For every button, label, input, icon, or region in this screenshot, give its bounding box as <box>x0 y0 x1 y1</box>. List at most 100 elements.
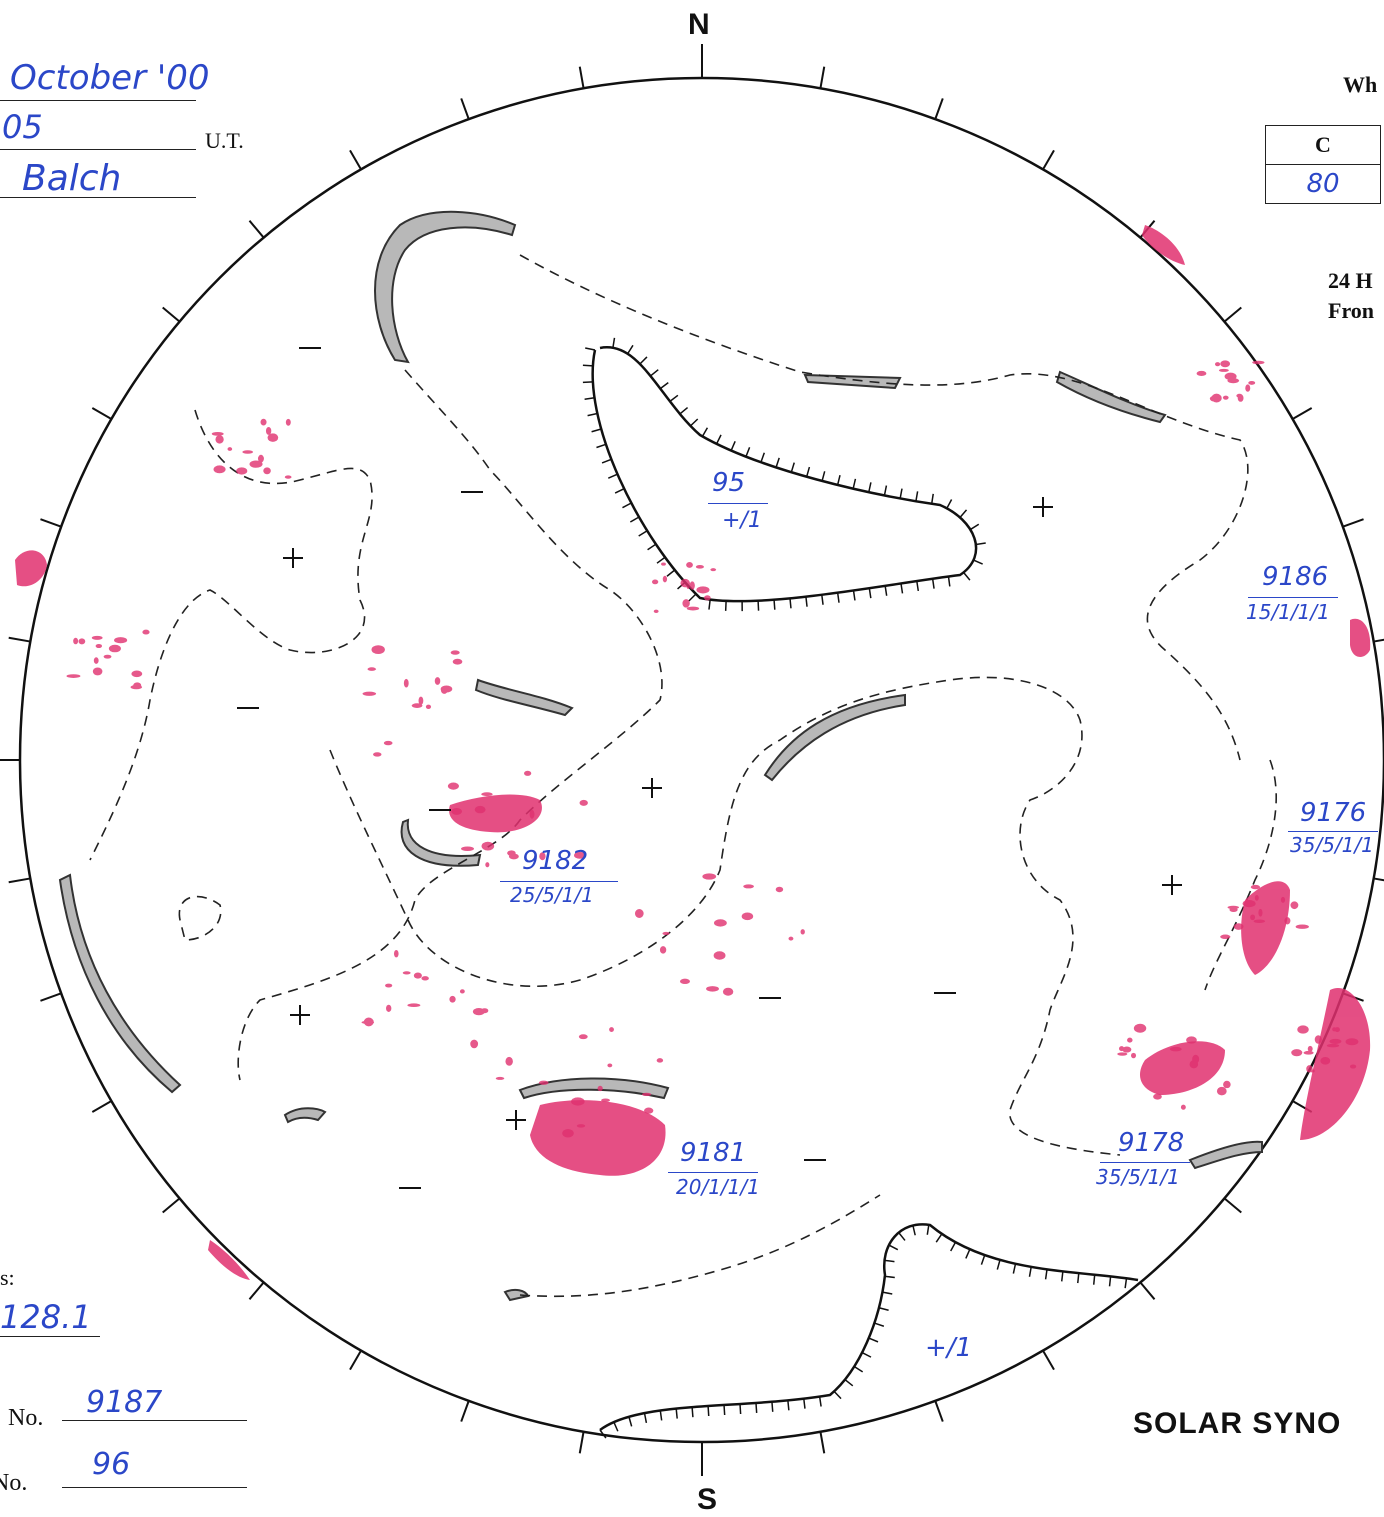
plage-speck <box>580 800 588 806</box>
plage-speck <box>481 1008 488 1013</box>
plage-speck <box>1311 1069 1315 1072</box>
filament-west-arc <box>60 875 180 1092</box>
coronal-hole-hatch <box>869 588 870 598</box>
coronal-hole-hatch <box>1062 1271 1063 1281</box>
region-9182-number: 9182 <box>522 846 588 876</box>
plage-speck <box>1327 1044 1339 1048</box>
plage-speck <box>1225 373 1237 381</box>
no2-underline <box>62 1487 247 1488</box>
plage-speck <box>481 792 492 796</box>
plage-speck <box>451 808 462 815</box>
plage-speck <box>1238 394 1244 402</box>
plage-speck <box>1335 1027 1340 1032</box>
plage-speck <box>1291 1049 1302 1056</box>
plage-speck <box>385 984 392 988</box>
coronal-hole-hatch <box>838 593 839 603</box>
coronal-hole-hatch <box>966 1249 970 1258</box>
plage-speck <box>261 419 267 426</box>
plage-speck <box>448 783 459 790</box>
compass-tick <box>461 98 469 119</box>
plage-speck <box>644 1108 653 1114</box>
coronal-hole-hatch <box>660 1411 661 1421</box>
region-9186-class: 15/1/1/1 <box>1246 600 1330 624</box>
region-9178-number: 9178 <box>1118 1128 1184 1158</box>
plage-speck <box>285 475 292 478</box>
plage-speck <box>460 989 465 993</box>
compass-tick <box>820 67 824 89</box>
plage-speck <box>789 937 794 941</box>
coronal-hole-hatch <box>874 1323 883 1326</box>
neutral-line-west <box>238 370 662 1080</box>
plage-speck <box>104 655 112 659</box>
coronal-hole-hatch <box>889 1245 898 1250</box>
plage-speck <box>663 576 667 583</box>
compass-tick <box>40 993 61 1001</box>
region-9178-class: 35/5/1/1 <box>1096 1165 1180 1189</box>
plage-speck <box>509 854 519 860</box>
plage-speck <box>133 682 141 688</box>
plage-speck <box>215 435 223 443</box>
coronal-hole-hatch <box>807 467 810 477</box>
plage-speck <box>571 1097 585 1105</box>
plage-speck <box>1170 1047 1182 1052</box>
plage-speck <box>1281 897 1285 903</box>
filament-north-chain <box>805 375 900 388</box>
coronal-hole-hatch <box>629 1417 632 1427</box>
plage-speck <box>371 645 384 654</box>
plage-speck <box>710 568 716 571</box>
compass-tick <box>350 150 361 169</box>
plage-speck <box>642 1093 651 1096</box>
plage-speck <box>539 1081 549 1085</box>
plage-speck <box>92 636 103 640</box>
coronal-hole-hatch <box>640 357 647 364</box>
region-9182-divider <box>500 881 618 882</box>
plage-speck <box>475 806 486 813</box>
plage-speck <box>394 950 399 957</box>
plage-speck <box>1248 381 1255 385</box>
plage-speck <box>1258 909 1262 917</box>
coronal-hole-hatch <box>997 1260 1000 1270</box>
plage-speck <box>1245 384 1250 391</box>
plage-speck <box>368 667 377 671</box>
coronal-hole-hatch <box>650 370 658 376</box>
plage-speck <box>461 846 474 851</box>
plage-speck <box>1223 1081 1231 1088</box>
plage-speck <box>266 427 271 435</box>
region-9181-class: 20/1/1/1 <box>676 1175 760 1199</box>
coronal-hole-south-pole <box>600 1224 1138 1430</box>
plage-speck <box>1117 1052 1127 1055</box>
plage-speck <box>1284 917 1290 924</box>
compass-tick <box>92 408 111 419</box>
coronal-hole-hatch <box>822 471 825 481</box>
plage-speck <box>1350 1064 1356 1068</box>
plage-speck <box>407 1003 420 1007</box>
plage-speck <box>1315 1035 1322 1044</box>
form-title: SOLAR SYNO <box>1133 1407 1341 1441</box>
plage-speck <box>714 919 727 926</box>
region-9186-divider <box>1248 597 1338 598</box>
plage-speck <box>680 579 689 587</box>
coronal-hole-hatch <box>1029 1267 1031 1277</box>
plage-speck <box>601 1098 610 1102</box>
plage-speck <box>635 909 644 918</box>
region-9176-class: 35/5/1/1 <box>1290 833 1374 857</box>
coronal-hole-hatch <box>645 1413 647 1423</box>
plage-speck <box>696 586 709 593</box>
coronal-hole-hatch <box>970 524 978 529</box>
plage-speck <box>286 419 291 426</box>
plage-speck <box>453 659 463 665</box>
compass-tick <box>935 1401 943 1422</box>
coronal-hole-hatch <box>885 1260 895 1261</box>
plage-speck <box>250 460 263 467</box>
coronal-hole-hatch <box>869 482 871 492</box>
plage-speck <box>1250 914 1255 920</box>
compass-tick <box>9 638 31 642</box>
plage-speck <box>1134 1024 1146 1033</box>
coronal-hole-hatch <box>917 581 918 591</box>
plage-speck <box>1215 362 1220 366</box>
compass-tick <box>9 878 31 882</box>
coronal-hole-hatch <box>932 494 934 504</box>
coronal-hole-hatch <box>602 459 611 463</box>
coronal-hole-hatch <box>882 1292 892 1294</box>
plage-speck <box>66 674 80 678</box>
